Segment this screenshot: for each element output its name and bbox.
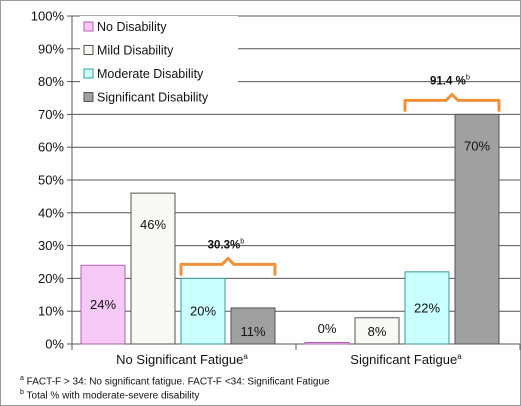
data-label: 70%	[464, 138, 490, 153]
legend-label: No Disability	[97, 20, 167, 34]
footnote-b-marker: b	[20, 389, 24, 396]
legend-label: Mild Disability	[97, 44, 174, 58]
bar-4-cat-1	[230, 307, 276, 345]
bar-3-cat-1	[180, 277, 226, 345]
y-tick-label: 60%	[38, 140, 64, 155]
y-tick-label: 100%	[31, 9, 65, 24]
y-tick-label: 50%	[38, 173, 64, 188]
bar-3-cat-2	[404, 271, 450, 345]
y-tick-label: 80%	[38, 74, 64, 89]
axes: 0% 10% 20% 30% 40% 50% 60% 70% 80% 90% 100% No Sign…	[31, 9, 521, 367]
y-tick-label: 10%	[38, 304, 64, 319]
data-labels: 24% 46% 20% 11% 0% 8% 22% 70%	[90, 138, 490, 339]
legend-label: Significant Disability	[97, 91, 209, 105]
y-tick-label: 70%	[38, 107, 64, 122]
data-label: 22%	[414, 300, 440, 315]
footnote-b: b Total % with moderate-severe disabilit…	[20, 389, 199, 401]
data-label: 46%	[140, 217, 166, 232]
y-tick-label: 40%	[38, 205, 64, 220]
data-label: 0%	[318, 321, 337, 336]
y-tick-label: 30%	[38, 238, 64, 253]
footnote-b-text: Total % with moderate-severe disability	[23, 390, 200, 402]
bar-2-cat-2	[354, 317, 400, 345]
footnote-a: a FACT-F > 34: No significant fatigue. F…	[20, 375, 330, 387]
footnote-a-text: FACT-F > 34: No significant fatigue. FAC…	[23, 376, 330, 388]
legend-swatch	[83, 45, 94, 55]
data-label: 24%	[90, 297, 116, 312]
legend-label: Moderate Disability	[97, 67, 204, 81]
legend-swatch	[83, 68, 94, 79]
data-label: 8%	[368, 324, 387, 339]
y-tick-label: 20%	[38, 271, 64, 286]
data-label: 11%	[240, 324, 265, 339]
legend-swatch	[83, 92, 94, 102]
bar-2-cat-1	[130, 192, 176, 345]
annotation-label: 91.4 %b	[430, 72, 470, 87]
bar-1-cat-2	[304, 342, 350, 345]
bracket-1	[179, 256, 277, 276]
annotation-label: 30.3%b	[208, 236, 245, 251]
legend: No Disability Mild Disability Moderate Dis…	[80, 16, 238, 108]
y-tick-label: 0%	[45, 337, 64, 352]
annotations: 30.3%b 91.4 %b	[179, 72, 501, 276]
bracket-2	[403, 92, 501, 112]
y-tick-label: 90%	[38, 41, 64, 56]
bar-1-cat-1	[80, 264, 126, 345]
category-label: Significant Fatiguea	[350, 352, 462, 367]
category-label: No Significant Fatiguea	[116, 352, 248, 367]
legend-swatch	[83, 21, 94, 32]
legend-box	[80, 16, 238, 108]
footnote-a-marker: a	[20, 375, 24, 382]
bar-4-cat-2	[454, 113, 500, 345]
data-label: 20%	[190, 304, 216, 319]
bars	[80, 113, 500, 345]
